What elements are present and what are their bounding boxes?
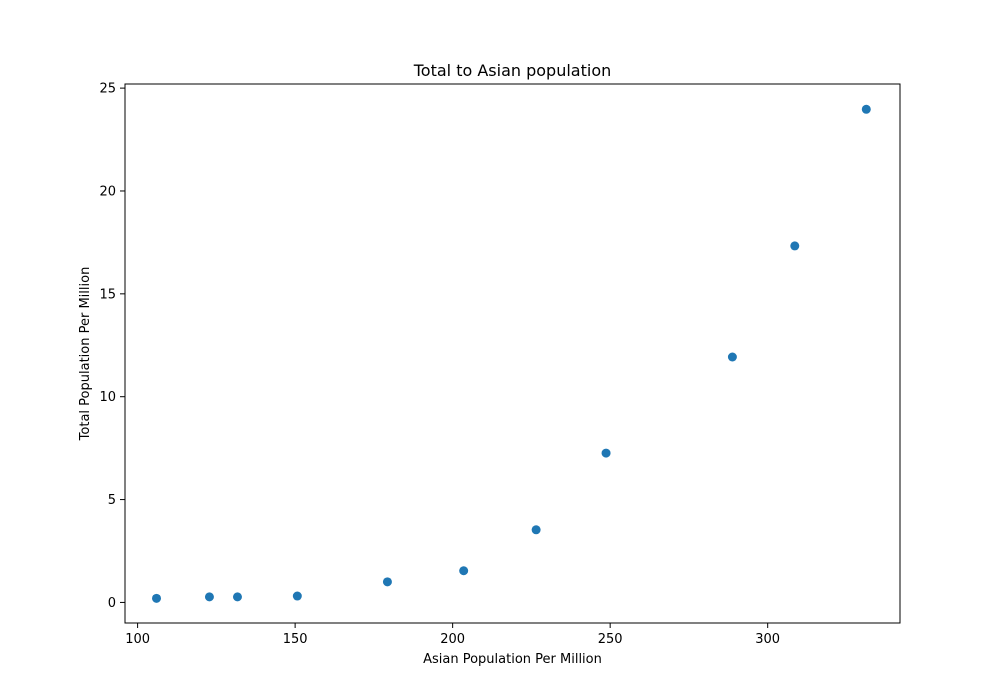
data-point bbox=[382, 577, 392, 587]
data-point bbox=[601, 448, 611, 458]
data-point bbox=[204, 592, 214, 602]
plot-frame bbox=[124, 83, 901, 624]
y-tick-label: 15 bbox=[99, 287, 116, 302]
y-axis: 0 5 10 15 20 25 bbox=[99, 82, 125, 611]
data-point bbox=[459, 566, 469, 576]
x-tick-label: 200 bbox=[440, 632, 465, 647]
y-axis-label: Total Population Per Million bbox=[78, 267, 93, 442]
y-tick-label: 0 bbox=[108, 596, 116, 611]
x-tick-label: 100 bbox=[125, 632, 150, 647]
data-point bbox=[861, 104, 871, 114]
x-tick-label: 250 bbox=[598, 632, 623, 647]
data-point bbox=[292, 591, 302, 601]
x-axis-label: Asian Population Per Million bbox=[423, 652, 602, 667]
x-tick-label: 150 bbox=[283, 632, 308, 647]
data-point bbox=[531, 525, 541, 535]
y-tick-label: 20 bbox=[99, 184, 116, 199]
y-tick-label: 10 bbox=[99, 390, 116, 405]
chart-title: Total to Asian population bbox=[413, 61, 612, 80]
x-axis: 100 150 200 250 300 bbox=[125, 623, 780, 647]
data-point bbox=[727, 352, 737, 362]
plot-area bbox=[152, 104, 871, 603]
x-tick-label: 300 bbox=[755, 632, 780, 647]
data-point bbox=[790, 241, 800, 251]
y-tick-label: 25 bbox=[99, 82, 116, 97]
y-tick-label: 5 bbox=[108, 493, 116, 508]
data-point bbox=[152, 593, 162, 603]
data-point bbox=[232, 592, 242, 602]
